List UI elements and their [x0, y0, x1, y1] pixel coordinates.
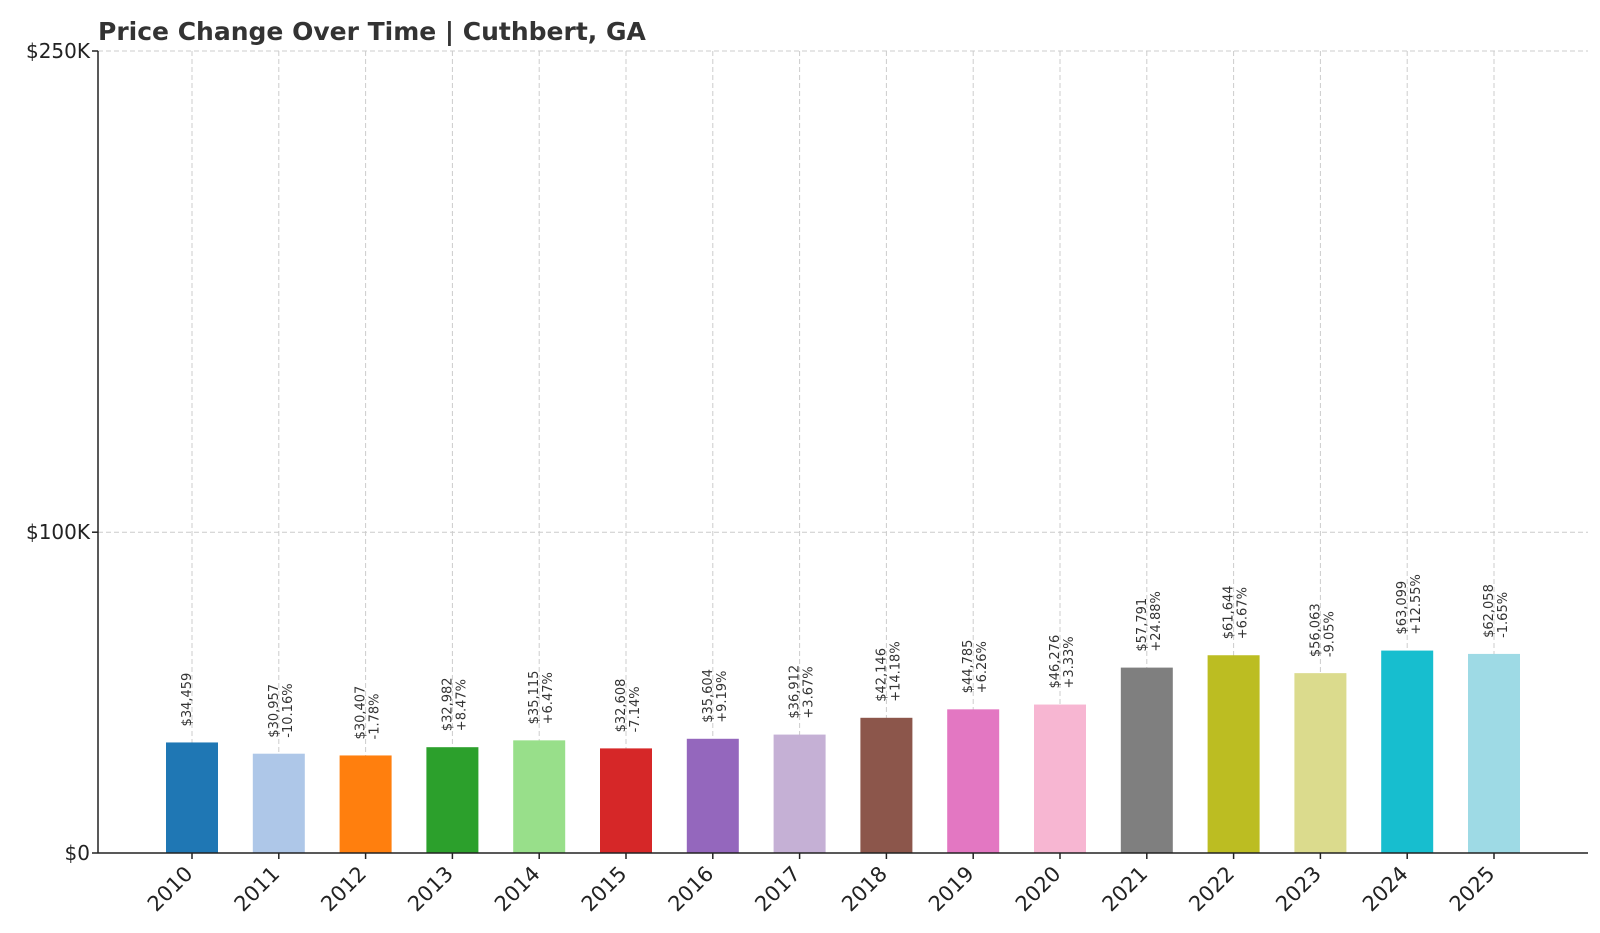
change-label-2014: +6.47%	[541, 672, 556, 724]
y-axis-ticks: $0 $100K $250K	[26, 39, 98, 865]
grid	[98, 50, 1588, 853]
value-label-2023: $56,063	[1308, 603, 1323, 657]
x-tick-label-2020: 2020	[1011, 862, 1066, 917]
change-label-2015: -7.14%	[628, 686, 643, 732]
bar-2023	[1294, 673, 1347, 853]
bar-2015	[600, 748, 652, 853]
chart-title: Price Change Over Time | Cuthbert, GA	[98, 17, 647, 46]
change-label-2022: +6.67%	[1236, 587, 1251, 639]
x-tick-label-2024: 2024	[1358, 862, 1413, 917]
x-tick-label-2022: 2022	[1184, 862, 1239, 917]
y-tick-label: $100K	[26, 520, 91, 544]
y-tick-label: $0	[65, 841, 90, 865]
bar-2012	[339, 755, 392, 853]
change-label-2024: +12.55%	[1409, 574, 1424, 634]
value-label-2017: $36,912	[788, 665, 803, 719]
value-label-2022: $61,644	[1222, 585, 1237, 639]
change-label-2021: +24.88%	[1149, 591, 1164, 651]
x-tick-label-2021: 2021	[1098, 862, 1153, 917]
value-label-2015: $32,608	[614, 679, 629, 733]
bar-2014	[513, 740, 566, 853]
bar-2016	[686, 738, 739, 853]
change-label-2025: -1.65%	[1496, 592, 1511, 638]
data-labels: $34,459 $30,957 -10.16% $30,407 -1.78% $32,98…	[180, 574, 1511, 739]
y-tick-label: $250K	[26, 39, 91, 63]
change-label-2019: +6.26%	[975, 641, 990, 693]
bar-2022	[1207, 655, 1260, 853]
x-tick-label-2025: 2025	[1445, 862, 1500, 917]
x-tick-label-2023: 2023	[1271, 862, 1326, 917]
bar-2011	[252, 753, 305, 853]
change-label-2013: +8.47%	[454, 679, 469, 731]
bar-2013	[426, 747, 479, 853]
x-tick-label-2019: 2019	[924, 862, 979, 917]
bar-2021	[1120, 667, 1173, 853]
x-tick-label-2012: 2012	[316, 862, 371, 917]
value-label-2021: $57,791	[1135, 598, 1150, 652]
value-label-2020: $46,276	[1048, 635, 1063, 689]
x-axis-ticks: 2010 2011 2012 2013 2014 2015 2016 2017 2018 2019…	[143, 853, 1500, 916]
x-tick-label-2017: 2017	[750, 862, 805, 917]
bar-2019	[947, 709, 1000, 853]
bar-2025	[1468, 653, 1520, 853]
bar-2010	[166, 742, 218, 853]
bar-2024	[1381, 650, 1434, 853]
x-tick-label-2013: 2013	[403, 862, 458, 917]
value-label-2014: $35,115	[527, 671, 542, 725]
change-label-2018: +14.18%	[888, 641, 903, 701]
x-tick-label-2014: 2014	[490, 862, 545, 917]
value-label-2013: $32,982	[440, 677, 455, 731]
bar-2020	[1034, 704, 1086, 853]
x-tick-label-2018: 2018	[837, 862, 892, 917]
x-tick-label-2010: 2010	[143, 862, 198, 917]
change-label-2017: +3.67%	[802, 666, 817, 718]
bar-2017	[773, 734, 826, 853]
change-label-2011: -10.16%	[281, 683, 296, 737]
value-label-2012: $30,407	[354, 686, 369, 740]
change-label-2016: +9.19%	[715, 671, 730, 723]
value-label-2019: $44,785	[961, 640, 976, 694]
bar-2018	[860, 717, 913, 853]
value-label-2010: $34,459	[180, 673, 195, 727]
x-tick-label-2011: 2011	[230, 862, 285, 917]
change-label-2023: -9.05%	[1322, 611, 1337, 657]
value-label-2011: $30,957	[267, 684, 282, 738]
value-label-2018: $42,146	[874, 648, 889, 702]
x-tick-label-2016: 2016	[664, 862, 719, 917]
bars	[166, 650, 1520, 853]
value-label-2024: $63,099	[1395, 581, 1410, 635]
change-label-2012: -1.78%	[368, 693, 383, 739]
value-label-2016: $35,604	[701, 669, 716, 723]
value-label-2025: $62,058	[1482, 584, 1497, 638]
x-tick-label-2015: 2015	[577, 862, 632, 917]
change-label-2020: +3.33%	[1062, 636, 1077, 688]
